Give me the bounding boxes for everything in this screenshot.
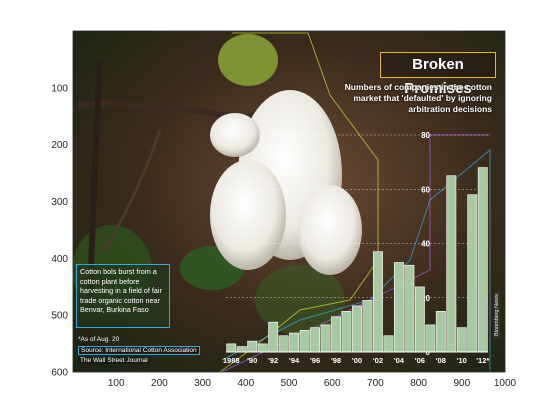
chart-subtitle: Numbers of companies in the cotton marke… <box>344 82 492 114</box>
chart-y-tick-label: 80 <box>421 131 430 140</box>
x-axis-tick-label: 800 <box>410 378 427 389</box>
x-axis-tick-label: 100 <box>108 378 125 389</box>
chart-x-tick-label: '08 <box>436 356 446 365</box>
chart-x-tick-label: '00 <box>352 356 362 365</box>
bar-2001 <box>362 300 373 353</box>
footnote: *As of Aug. 20 <box>78 336 120 343</box>
bar-2010 <box>456 327 467 353</box>
bar-1997 <box>320 324 331 353</box>
x-axis-tick-label: 700 <box>367 378 384 389</box>
bar-1994 <box>289 332 300 353</box>
y-axis-tick-label: 100 <box>51 83 68 94</box>
chart-x-tick-label: '06 <box>415 356 425 365</box>
bar-1992 <box>268 321 279 353</box>
y-axis-tick-label: 300 <box>51 197 68 208</box>
chart-y-tick-label: 60 <box>421 185 430 194</box>
bar-2009 <box>446 175 457 353</box>
branch-shape <box>103 129 162 251</box>
bar-2002 <box>373 251 383 353</box>
chart-layer: 0204060801988'90'92'94'96'98'00'02'04'06… <box>223 131 490 365</box>
bar-2006 <box>414 286 425 353</box>
y-axis-tick-label: 400 <box>51 254 68 265</box>
chart-x-tick-label: '96 <box>310 356 320 365</box>
chart-x-tick-label: '94 <box>289 356 300 365</box>
bar-1996 <box>310 327 321 353</box>
chart-x-tick-label: '10 <box>457 356 467 365</box>
bar-2005 <box>404 264 415 353</box>
bar-1991 <box>257 343 268 353</box>
tick-layer: 100 200 300 400 500 600 700 800 900 1000 100 200 300… <box>51 83 516 389</box>
x-axis-tick-label: 400 <box>237 378 254 389</box>
source-credit: Source: International Cotton Association <box>78 346 200 355</box>
bar-2012 <box>477 167 488 353</box>
bar-2004 <box>393 262 404 353</box>
chart-y-tick-label: 20 <box>421 294 430 303</box>
chart-x-tick-label: '98 <box>331 356 341 365</box>
bar-1993 <box>278 335 289 353</box>
publication-credit: The Wall Street Journal <box>78 357 150 364</box>
bar-1995 <box>299 329 310 353</box>
bar-1990 <box>247 340 258 353</box>
x-axis-tick-label: 500 <box>281 378 298 389</box>
bar-2008 <box>435 311 446 353</box>
bar-2007 <box>425 324 436 353</box>
chart-x-tick-label: '12* <box>476 356 489 365</box>
bar-1989 <box>236 346 247 353</box>
x-axis-tick-label: 200 <box>151 378 168 389</box>
chart-y-tick-label: 40 <box>421 240 430 249</box>
bar-1988 <box>226 343 237 353</box>
chart-x-tick-label: '04 <box>394 356 405 365</box>
x-axis-tick-label: 300 <box>194 378 211 389</box>
leaf-shape <box>218 34 278 86</box>
cotton-boll <box>210 160 286 270</box>
y-axis-tick-label: 200 <box>51 140 68 151</box>
bar-2011 <box>467 194 478 353</box>
bar-2000 <box>352 305 362 353</box>
x-axis-tick-label: 900 <box>453 378 470 389</box>
chart-x-tick-label: '92 <box>268 356 278 365</box>
photo-caption: Cotton bols burst from a cotton plant be… <box>76 264 170 328</box>
photo-credit: Bloomberg News <box>494 292 500 338</box>
y-axis-tick-label: 500 <box>51 311 68 322</box>
cotton-boll <box>298 185 362 275</box>
outline-stroke-cyan <box>221 148 491 372</box>
chart-x-tick-label: '02 <box>373 356 383 365</box>
leaf-shape <box>255 265 345 335</box>
x-axis-tick-label: 1000 <box>494 378 517 389</box>
x-axis-tick-label: 600 <box>324 378 341 389</box>
chart-x-tick-label: 1988 <box>223 356 240 365</box>
y-axis-tick-label: 600 <box>51 368 68 379</box>
bar-2003 <box>383 335 394 353</box>
chart-title: Broken Promises <box>380 52 496 97</box>
bar-1998 <box>331 316 341 353</box>
chart-x-tick-label: '90 <box>247 356 257 365</box>
bar-1999 <box>341 311 352 353</box>
